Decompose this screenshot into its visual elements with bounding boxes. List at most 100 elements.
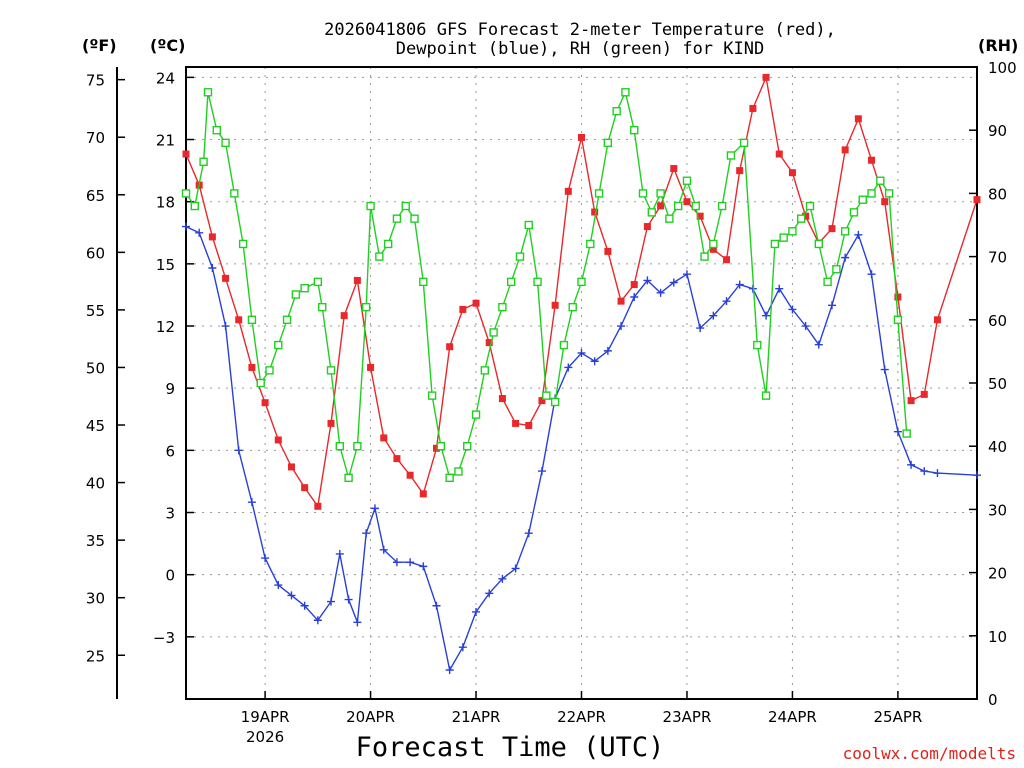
dewpoint-point (841, 253, 850, 262)
dewpoint-point (735, 280, 744, 289)
rh-point (181, 189, 191, 198)
rh-tick-label: 80 (988, 185, 1007, 203)
temperature-point (736, 167, 744, 175)
rh-point (691, 201, 700, 211)
temperature-point (894, 293, 902, 301)
rh-point (326, 366, 336, 375)
dewpoint-point (762, 311, 771, 320)
temperature-point (446, 343, 454, 351)
dewpoint-point (617, 322, 626, 331)
dewpoint-point (182, 222, 190, 231)
rh-point (665, 214, 674, 223)
dewpoint-point (537, 467, 546, 476)
rh-point (726, 151, 736, 160)
temperature-point (314, 502, 322, 510)
dewpoint-point (827, 301, 836, 310)
x-tick-label: 20APR (346, 708, 395, 726)
rh-point (454, 467, 463, 476)
dewpoint-point (379, 545, 388, 554)
rh-point (256, 378, 265, 388)
celsius-tick-label: 0 (165, 567, 175, 585)
rh-point (366, 201, 375, 211)
temperature-point (591, 208, 599, 216)
rh-point (858, 195, 867, 204)
temperature-point (788, 169, 796, 177)
temperature-point (472, 299, 480, 307)
rh-point (638, 189, 648, 198)
dewpoint-point (287, 591, 296, 600)
temperature-point (564, 187, 572, 195)
rh-point (779, 233, 788, 242)
temperature-point (762, 73, 770, 81)
temperature-point (881, 198, 889, 206)
fahrenheit-tick-label: 35 (86, 532, 105, 550)
dewpoint-point (907, 460, 916, 469)
temperature-point (248, 363, 256, 371)
rh-point (291, 290, 301, 299)
temperature-point (723, 256, 731, 264)
temperature-point (973, 196, 981, 204)
celsius-tick-label: 9 (165, 380, 175, 398)
rh-point (586, 239, 595, 249)
dewpoint-point (261, 554, 270, 563)
rh-point (247, 315, 257, 324)
source-credit: coolwx.com/modelts (842, 744, 1016, 763)
dewpoint-point (274, 581, 283, 590)
temperature-point (235, 316, 243, 324)
dewpoint-point (775, 284, 784, 293)
dewpoint-point (801, 322, 810, 331)
rh-point (550, 397, 560, 407)
dewpoint-point (920, 467, 929, 476)
fahrenheit-tick-label: 75 (86, 72, 105, 90)
temperature-point (933, 316, 941, 324)
temperature-point (432, 444, 440, 452)
dewpoint-point (854, 230, 863, 239)
temperature-point (551, 301, 559, 309)
dewpoint-point (524, 529, 533, 538)
dewpoint-point (208, 263, 217, 272)
x-tick-label: 25APR (873, 708, 922, 726)
dewpoint-point (221, 322, 230, 331)
rh-point (814, 239, 823, 249)
celsius-tick-label: 21 (156, 132, 175, 150)
dewpoint-point (722, 297, 731, 306)
fahrenheit-tick-label: 55 (86, 302, 105, 320)
rh-tick-label: 100 (988, 59, 1017, 77)
temperature-point (327, 419, 335, 427)
rh-point (419, 277, 428, 287)
rh-tick-label: 20 (988, 565, 1007, 583)
celsius-tick-label: 6 (165, 442, 175, 460)
temperature-point (419, 490, 427, 498)
dewpoint-point (669, 278, 678, 287)
dewpoint-point (696, 324, 705, 333)
rh-point (797, 214, 806, 223)
dewpoint-point (234, 446, 243, 455)
rh-point (893, 315, 903, 324)
rh-point (849, 208, 859, 217)
rh-point (427, 391, 437, 400)
rh-point (480, 366, 490, 375)
fahrenheit-tick-label: 25 (86, 647, 105, 665)
temperature-point (380, 434, 388, 442)
temperature-point (459, 305, 467, 313)
series-line (185, 90, 908, 481)
temperature-point (630, 281, 638, 289)
temperature-point (222, 274, 230, 282)
temperature-point (538, 397, 546, 405)
dewpoint-point (362, 529, 371, 538)
rh-tick-label: 10 (988, 628, 1007, 646)
temperature-point (775, 150, 783, 158)
dewpoint-point (630, 293, 639, 302)
rh-point (361, 302, 371, 312)
rh-point (594, 189, 604, 198)
x-tick-sublabel: 2026 (246, 728, 284, 746)
rh-point (717, 201, 727, 211)
rh-point (238, 239, 248, 249)
rh-point (212, 125, 221, 135)
celsius-tick-label: −3 (153, 629, 175, 647)
rh-point (221, 138, 230, 148)
fahrenheit-axis-label: (ºF) (82, 36, 117, 55)
dewpoint-point (247, 498, 256, 507)
